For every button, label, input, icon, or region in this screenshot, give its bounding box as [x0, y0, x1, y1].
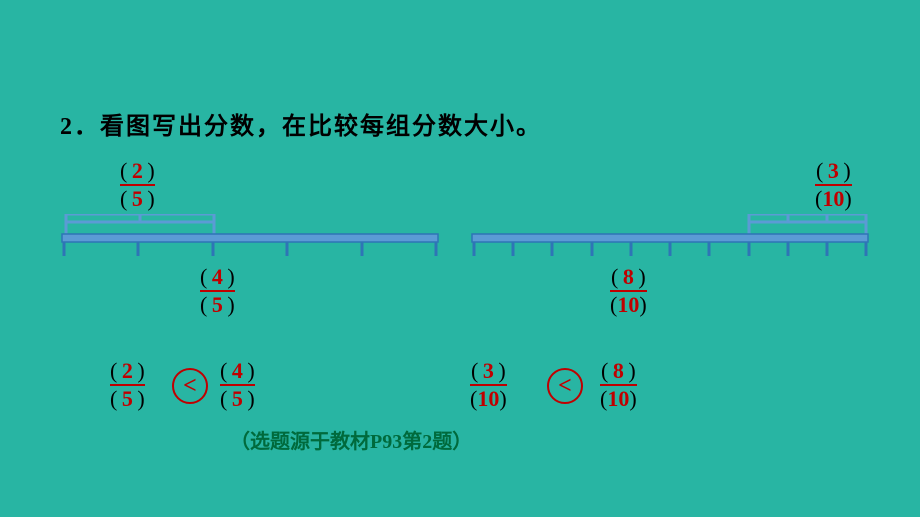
cmp1-right: (4) (5) [220, 360, 255, 410]
cmp2-op: < [547, 368, 583, 404]
cmp2-left: (3) (10) [470, 360, 507, 410]
cmp2-right: (8) (10) [600, 360, 637, 410]
ruler-right [470, 214, 870, 258]
source-note: （选题源于教材P93第2题） [230, 425, 472, 454]
fraction-left-bottom: (4) (5) [200, 266, 235, 316]
fraction-right-bottom: (8) (10) [610, 266, 647, 316]
cmp1-left: (2) (5) [110, 360, 145, 410]
question-title: 2．看图写出分数，在比较每组分数大小。 [60, 106, 542, 141]
fraction-right-top: (3) (10) [815, 160, 852, 210]
ruler-left [60, 214, 440, 258]
cmp1-op: < [172, 368, 208, 404]
fraction-left-top: (2) (5) [120, 160, 155, 210]
